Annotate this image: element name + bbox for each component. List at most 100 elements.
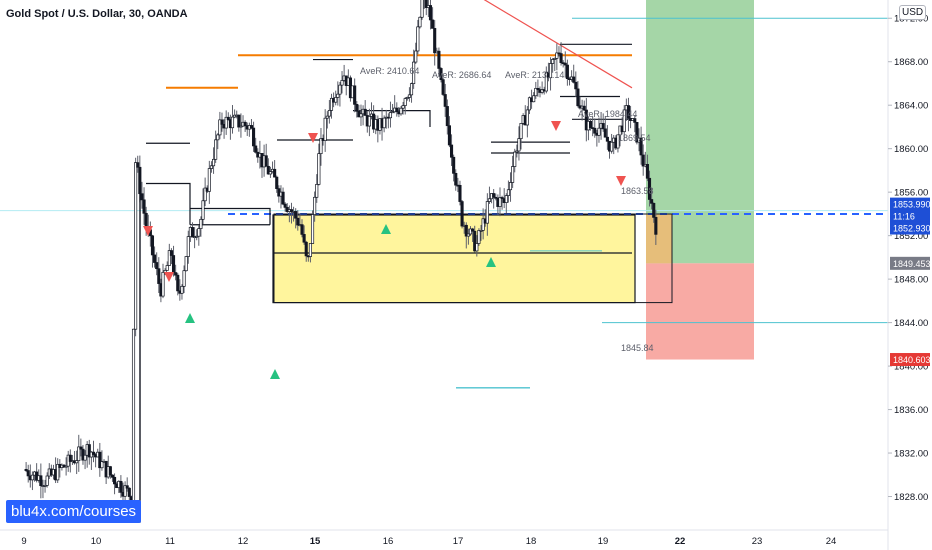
candle-body <box>654 217 658 235</box>
candle <box>565 59 569 86</box>
candle <box>216 133 220 150</box>
down-arrow-icon <box>164 272 174 282</box>
down-arrow-icon <box>143 226 153 236</box>
candle-body <box>626 105 631 119</box>
candle <box>75 450 79 475</box>
candle <box>412 49 416 89</box>
candle-body <box>239 125 243 128</box>
candle <box>125 477 129 492</box>
down-arrow-icon <box>308 133 318 143</box>
candle-body <box>477 230 481 244</box>
candle-body <box>197 228 201 237</box>
candle <box>555 43 559 71</box>
candle <box>45 472 49 488</box>
candle-body <box>454 172 458 186</box>
candle <box>186 230 190 264</box>
candle-body <box>414 50 418 63</box>
candle-body <box>75 460 79 464</box>
candle-body <box>424 0 428 8</box>
candle <box>317 143 321 186</box>
candle <box>479 224 483 241</box>
candle <box>268 166 272 178</box>
candle <box>142 187 146 225</box>
candle <box>310 210 315 244</box>
candle-body <box>220 119 224 125</box>
candle-body <box>64 465 68 468</box>
candle <box>325 111 329 129</box>
candle-body <box>249 125 254 129</box>
candle-body <box>479 230 483 232</box>
candle <box>633 115 637 133</box>
candle <box>409 82 414 103</box>
candle <box>340 71 344 94</box>
candle-body <box>487 198 492 202</box>
candle-body <box>171 255 176 273</box>
price-tick-label: 1848.00 <box>894 275 928 286</box>
candle <box>100 450 104 471</box>
candle-body <box>460 201 464 227</box>
candle <box>654 209 658 245</box>
candle-body <box>445 106 449 127</box>
candle-body <box>515 150 519 153</box>
candle <box>513 148 517 173</box>
candle <box>433 20 437 66</box>
candle <box>296 210 300 231</box>
candle-body <box>230 116 235 129</box>
price-label: 1840.603 <box>893 355 931 365</box>
candle <box>626 97 631 132</box>
candle <box>315 174 319 203</box>
candle <box>639 126 643 165</box>
candle <box>237 114 241 132</box>
candle <box>56 458 60 483</box>
candle-body <box>155 262 159 270</box>
down-arrow-icon <box>551 121 561 131</box>
candle <box>302 225 306 245</box>
price-label-box <box>890 256 930 270</box>
candle <box>574 71 578 97</box>
candle <box>68 449 72 473</box>
candle <box>597 117 601 143</box>
candle-body <box>113 476 117 485</box>
candle <box>281 187 285 206</box>
candle-body <box>308 243 312 257</box>
candle-body <box>212 158 216 167</box>
candle-body <box>289 209 294 213</box>
candle-body <box>439 68 443 81</box>
average-range-label: AveR: 2131.14 <box>505 70 564 80</box>
candle <box>367 108 371 137</box>
candle-body <box>110 474 115 478</box>
candle <box>338 81 342 107</box>
candle <box>395 102 399 117</box>
candle-body <box>334 97 338 103</box>
candle-body <box>466 233 470 237</box>
candle <box>485 193 489 236</box>
candle-body <box>125 485 129 489</box>
candle <box>313 191 317 222</box>
currency-label[interactable]: USD <box>899 5 927 20</box>
candle-body <box>98 451 102 469</box>
candle <box>329 93 334 119</box>
candle-body <box>416 26 420 52</box>
price-tick-label: 1832.00 <box>894 449 928 460</box>
candle <box>150 234 155 268</box>
candle <box>458 180 462 206</box>
candle <box>473 225 477 253</box>
candle-body <box>123 485 127 497</box>
candle-body <box>43 485 47 487</box>
candle-body <box>641 154 645 167</box>
down-arrow-icon <box>616 176 626 186</box>
candle-body <box>161 271 165 297</box>
candle <box>98 442 102 477</box>
candle <box>308 243 312 263</box>
candle <box>226 112 230 121</box>
candle-body <box>30 474 34 481</box>
candle-body <box>551 59 555 64</box>
time-tick-label: 23 <box>752 536 763 547</box>
candle-body <box>264 155 268 167</box>
candle-body <box>296 217 300 226</box>
candle-body <box>142 199 146 214</box>
level-label: 1863.58 <box>621 186 654 196</box>
candle <box>437 47 441 78</box>
candle-body <box>494 196 498 199</box>
